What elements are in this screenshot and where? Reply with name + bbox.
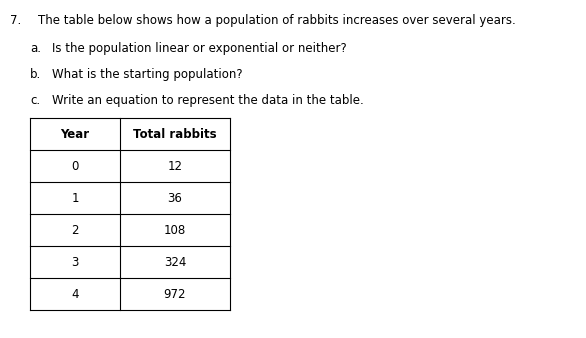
Text: 0: 0 xyxy=(71,160,79,172)
Text: b.: b. xyxy=(30,68,41,81)
Text: The table below shows how a population of rabbits increases over several years.: The table below shows how a population o… xyxy=(38,14,516,27)
Text: Write an equation to represent the data in the table.: Write an equation to represent the data … xyxy=(52,94,364,107)
Text: a.: a. xyxy=(30,42,41,55)
Text: 12: 12 xyxy=(168,160,182,172)
Text: Year: Year xyxy=(60,127,90,141)
Text: 324: 324 xyxy=(164,256,186,268)
Text: 972: 972 xyxy=(163,288,186,300)
Text: c.: c. xyxy=(30,94,40,107)
Text: 7.: 7. xyxy=(10,14,21,27)
Text: 4: 4 xyxy=(71,288,79,300)
Text: 36: 36 xyxy=(168,192,182,204)
Text: 1: 1 xyxy=(71,192,79,204)
Text: 2: 2 xyxy=(71,223,79,237)
Text: 3: 3 xyxy=(71,256,79,268)
Text: What is the starting population?: What is the starting population? xyxy=(52,68,243,81)
Text: Is the population linear or exponential or neither?: Is the population linear or exponential … xyxy=(52,42,347,55)
Text: 108: 108 xyxy=(164,223,186,237)
Text: Total rabbits: Total rabbits xyxy=(133,127,217,141)
